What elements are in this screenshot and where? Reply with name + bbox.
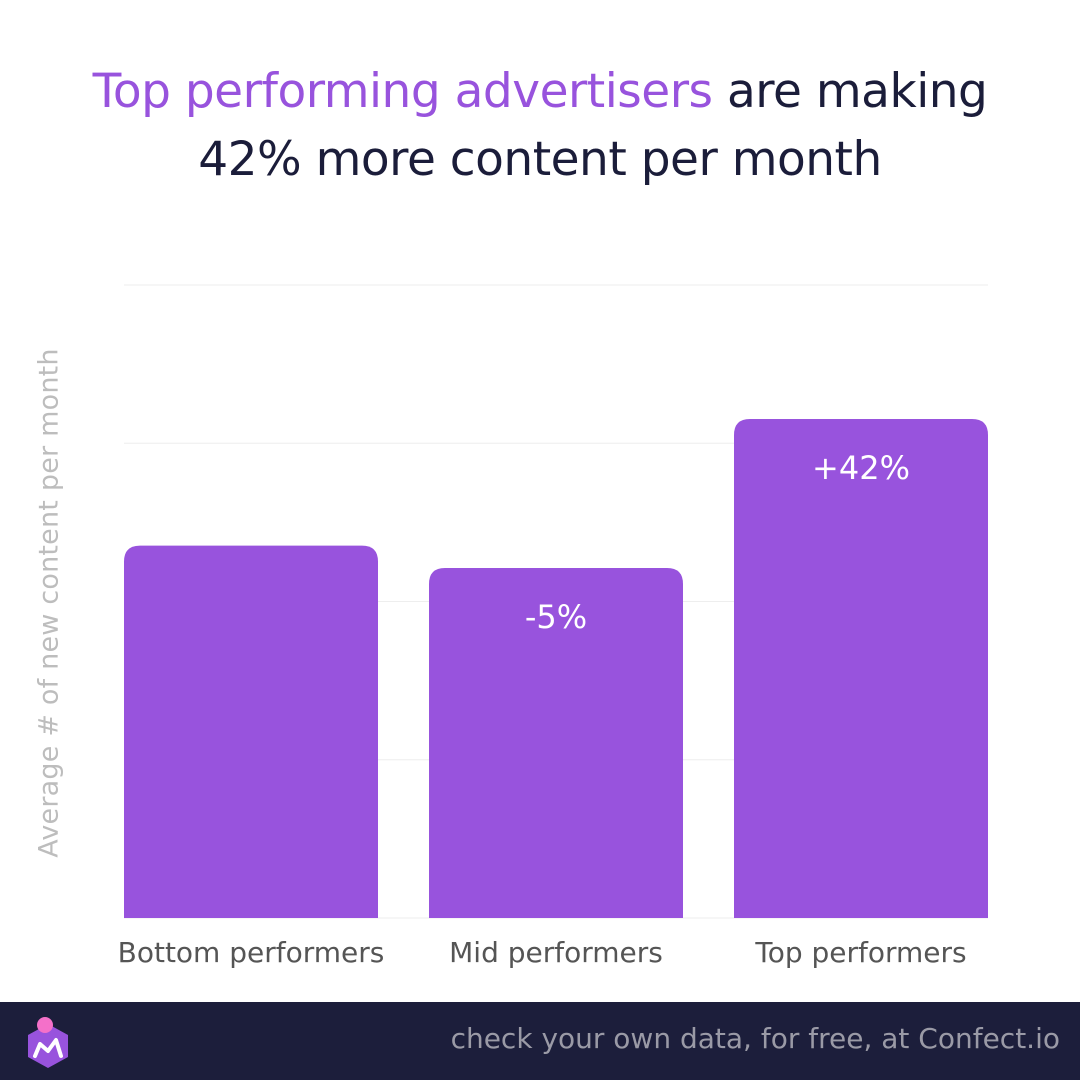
bar-chart: -5% +42% Bottom performers Mid performers T…: [118, 284, 988, 969]
x-tick-label: Mid performers: [449, 936, 663, 969]
x-axis-ticks: Bottom performers Mid performers Top perfo…: [118, 936, 967, 969]
bars: -5% +42%: [124, 419, 988, 918]
title-line1-rest: are making: [712, 64, 988, 119]
x-tick-label: Bottom performers: [118, 936, 385, 969]
footer-bar: check your own data, for free, at Confec…: [0, 1002, 1080, 1080]
footer-text: check your own data, for free, at Confec…: [450, 1022, 1060, 1055]
bar-data-label: +42%: [812, 449, 910, 487]
bar-top-performers: [734, 419, 988, 918]
bar-mid-performers: [429, 567, 683, 918]
bar-bottom-performers: [124, 545, 378, 918]
confect-logo-icon[interactable]: [22, 1016, 74, 1072]
chart-title: Top performing advertisers are making 42…: [0, 58, 1080, 194]
bar-data-label: -5%: [525, 598, 587, 636]
title-line2: 42% more content per month: [198, 132, 882, 187]
title-highlight: Top performing advertisers: [92, 64, 713, 119]
x-tick-label: Top performers: [754, 936, 966, 969]
